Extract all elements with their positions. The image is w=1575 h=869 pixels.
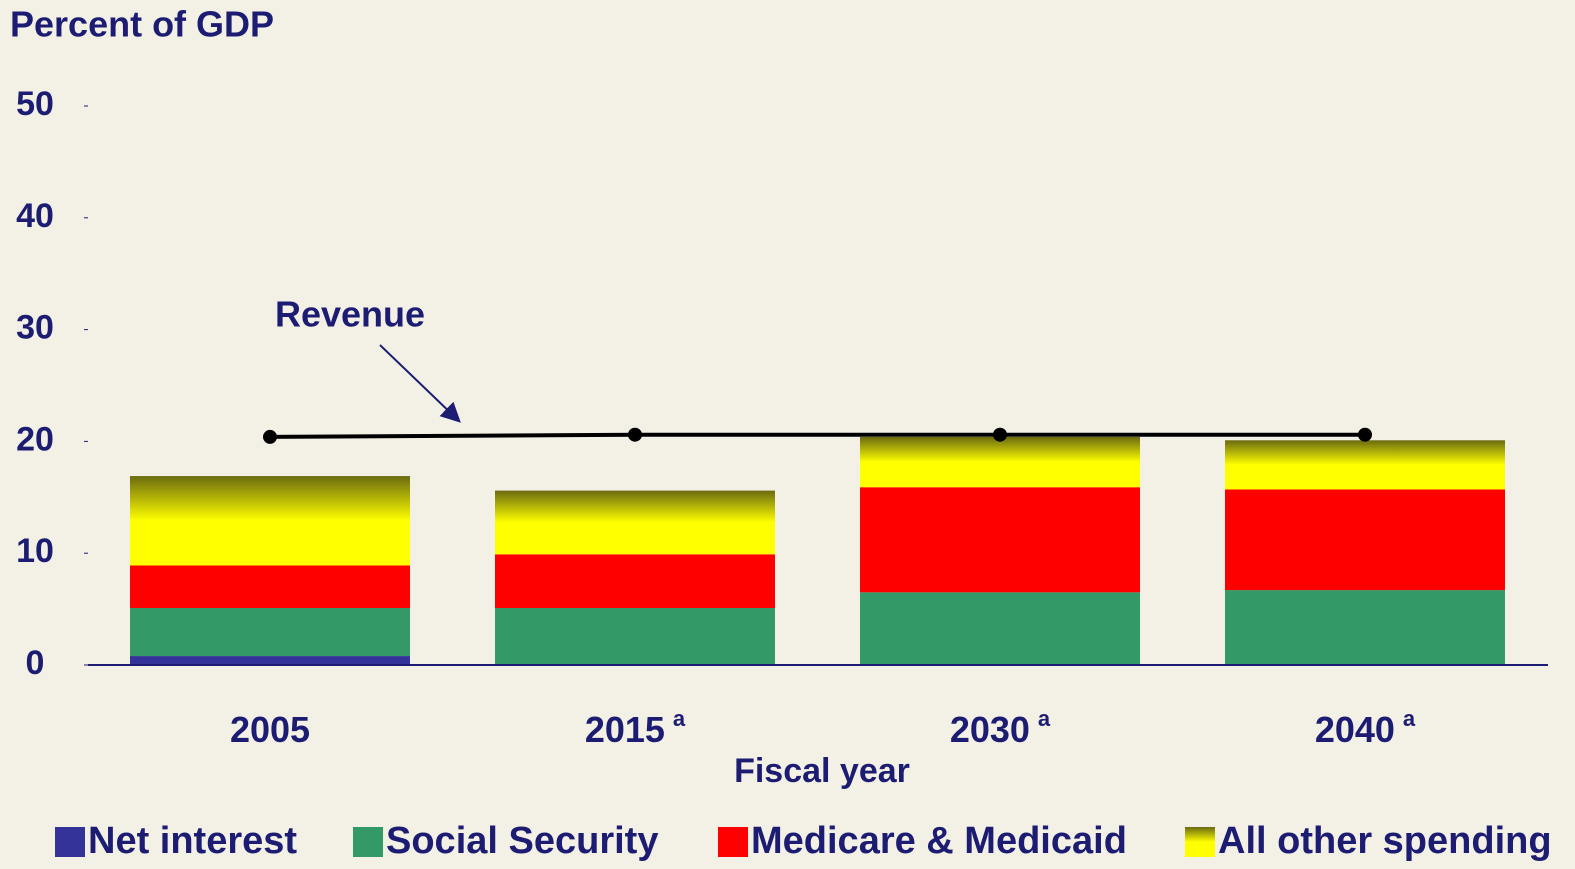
legend-label: Net interest <box>88 820 297 862</box>
legend-label: All other spending <box>1218 820 1552 862</box>
bar-segment <box>860 437 1140 487</box>
bar-segment <box>1225 440 1505 489</box>
category-label: 2015 <box>585 709 665 750</box>
legend-swatch <box>718 827 748 857</box>
bar-segment <box>130 656 410 665</box>
footnote-marker: a <box>673 706 686 731</box>
revenue-line <box>270 435 1365 437</box>
chart: Percent of GDP Fiscal year Revenue 0 10 20… <box>0 0 1575 869</box>
bar-segment <box>130 476 410 565</box>
bar-segment <box>130 608 410 656</box>
revenue-point <box>993 428 1007 442</box>
category-label: 2030 <box>950 709 1030 750</box>
category-label: 2005 <box>230 709 310 750</box>
legend-label: Social Security <box>386 820 658 862</box>
legend-swatch <box>353 827 383 857</box>
y-tick-label: 20 <box>16 420 54 458</box>
footnote-marker: a <box>1038 706 1051 731</box>
revenue-point <box>628 428 642 442</box>
footnote-marker: a <box>1403 706 1416 731</box>
y-tick-label: 10 <box>16 532 54 570</box>
legend-swatch <box>1185 827 1215 857</box>
bar-segment <box>1225 489 1505 590</box>
bar-segment <box>495 554 775 608</box>
legend-swatch <box>55 827 85 857</box>
bar-segment <box>860 487 1140 592</box>
legend-label: Medicare & Medicaid <box>751 820 1127 862</box>
x-axis-title: Fiscal year <box>734 752 910 790</box>
y-axis-title: Percent of GDP <box>10 4 274 45</box>
bar-segment <box>1225 590 1505 665</box>
revenue-annotation: Revenue <box>275 294 425 335</box>
x-tick-label: 2005 <box>230 709 310 750</box>
category-label: 2040 <box>1315 709 1395 750</box>
y-tick-label: 30 <box>16 309 54 347</box>
bar-segment <box>130 565 410 607</box>
bar-segment <box>495 608 775 665</box>
revenue-point <box>263 430 277 444</box>
y-tick-label: 50 <box>16 85 54 123</box>
y-tick-label: 40 <box>16 197 54 235</box>
bar-segment <box>860 592 1140 665</box>
revenue-point <box>1358 428 1372 442</box>
y-tick-label: 0 <box>26 644 45 682</box>
bar-segment <box>495 491 775 555</box>
